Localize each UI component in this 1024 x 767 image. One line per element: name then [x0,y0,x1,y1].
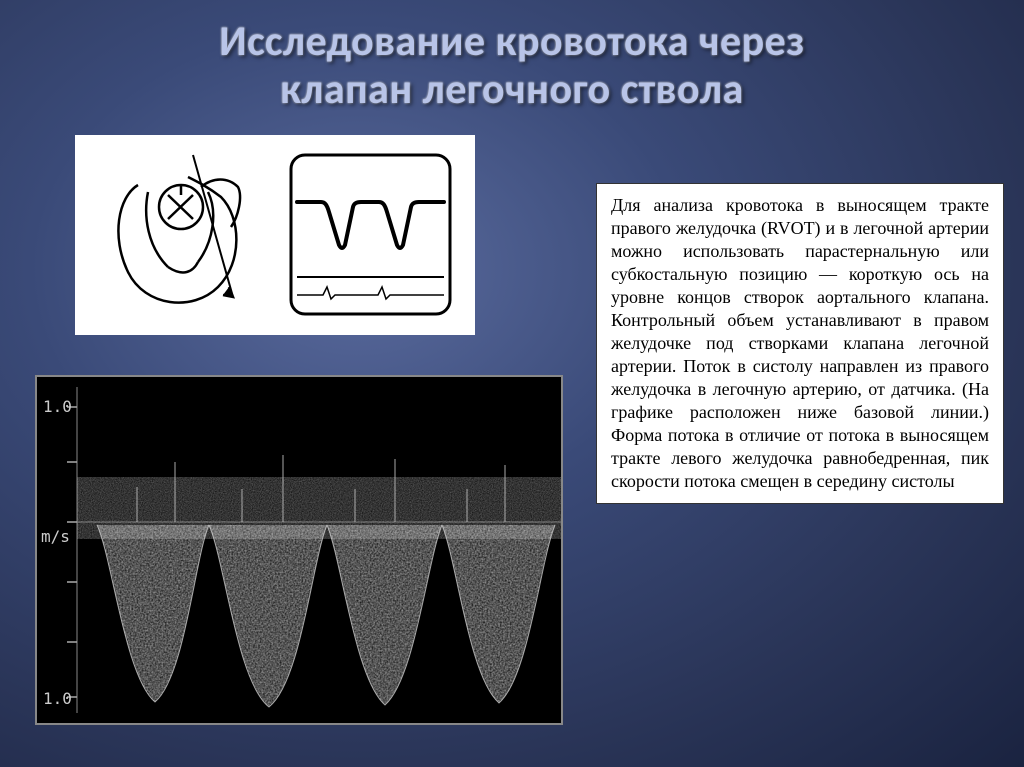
slide-content: 1.0 m/s 1.0 Для анализа кровотока в выно… [0,125,1024,745]
description-text: Для анализа кровотока в выносящем тракте… [611,195,989,491]
y-axis-bottom-label: 1.0 [43,689,72,708]
spectral-doppler-image: 1.0 m/s 1.0 [35,375,563,725]
slide-title: Исследование кровотока через клапан лего… [0,0,1024,115]
title-line-2: клапан легочного ствола [280,64,744,115]
schematic-diagrams [75,135,475,335]
heart-short-axis-diagram [93,147,268,322]
flow-waveform-schematic [283,147,458,322]
title-line-1: Исследование кровотока через [219,16,805,67]
y-axis-top-label: 1.0 [43,397,72,416]
description-textbox: Для анализа кровотока в выносящем тракте… [596,183,1004,504]
y-axis-unit-label: m/s [41,527,70,546]
